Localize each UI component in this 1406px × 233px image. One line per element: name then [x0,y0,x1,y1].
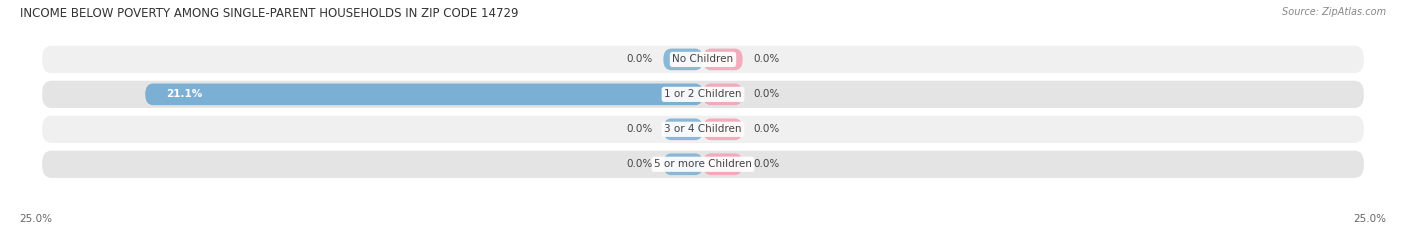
Text: 25.0%: 25.0% [20,214,52,224]
Text: No Children: No Children [672,55,734,64]
FancyBboxPatch shape [664,118,703,140]
Text: 3 or 4 Children: 3 or 4 Children [664,124,742,134]
Text: 21.1%: 21.1% [166,89,202,99]
Text: 5 or more Children: 5 or more Children [654,159,752,169]
FancyBboxPatch shape [42,116,1364,143]
FancyBboxPatch shape [703,49,742,70]
FancyBboxPatch shape [664,153,703,175]
Text: 1 or 2 Children: 1 or 2 Children [664,89,742,99]
Legend: Single Father, Single Mother: Single Father, Single Mother [610,231,796,233]
Text: 0.0%: 0.0% [627,124,652,134]
Text: Source: ZipAtlas.com: Source: ZipAtlas.com [1282,7,1386,17]
FancyBboxPatch shape [703,118,742,140]
FancyBboxPatch shape [703,83,742,105]
FancyBboxPatch shape [42,46,1364,73]
Text: 0.0%: 0.0% [627,55,652,64]
Text: 25.0%: 25.0% [1354,214,1386,224]
Text: 0.0%: 0.0% [754,124,779,134]
FancyBboxPatch shape [145,83,703,105]
FancyBboxPatch shape [42,81,1364,108]
Text: 0.0%: 0.0% [754,159,779,169]
Text: 0.0%: 0.0% [754,55,779,64]
FancyBboxPatch shape [664,49,703,70]
Text: 0.0%: 0.0% [754,89,779,99]
FancyBboxPatch shape [703,153,742,175]
Text: 0.0%: 0.0% [627,159,652,169]
Text: INCOME BELOW POVERTY AMONG SINGLE-PARENT HOUSEHOLDS IN ZIP CODE 14729: INCOME BELOW POVERTY AMONG SINGLE-PARENT… [20,7,519,20]
FancyBboxPatch shape [42,151,1364,178]
